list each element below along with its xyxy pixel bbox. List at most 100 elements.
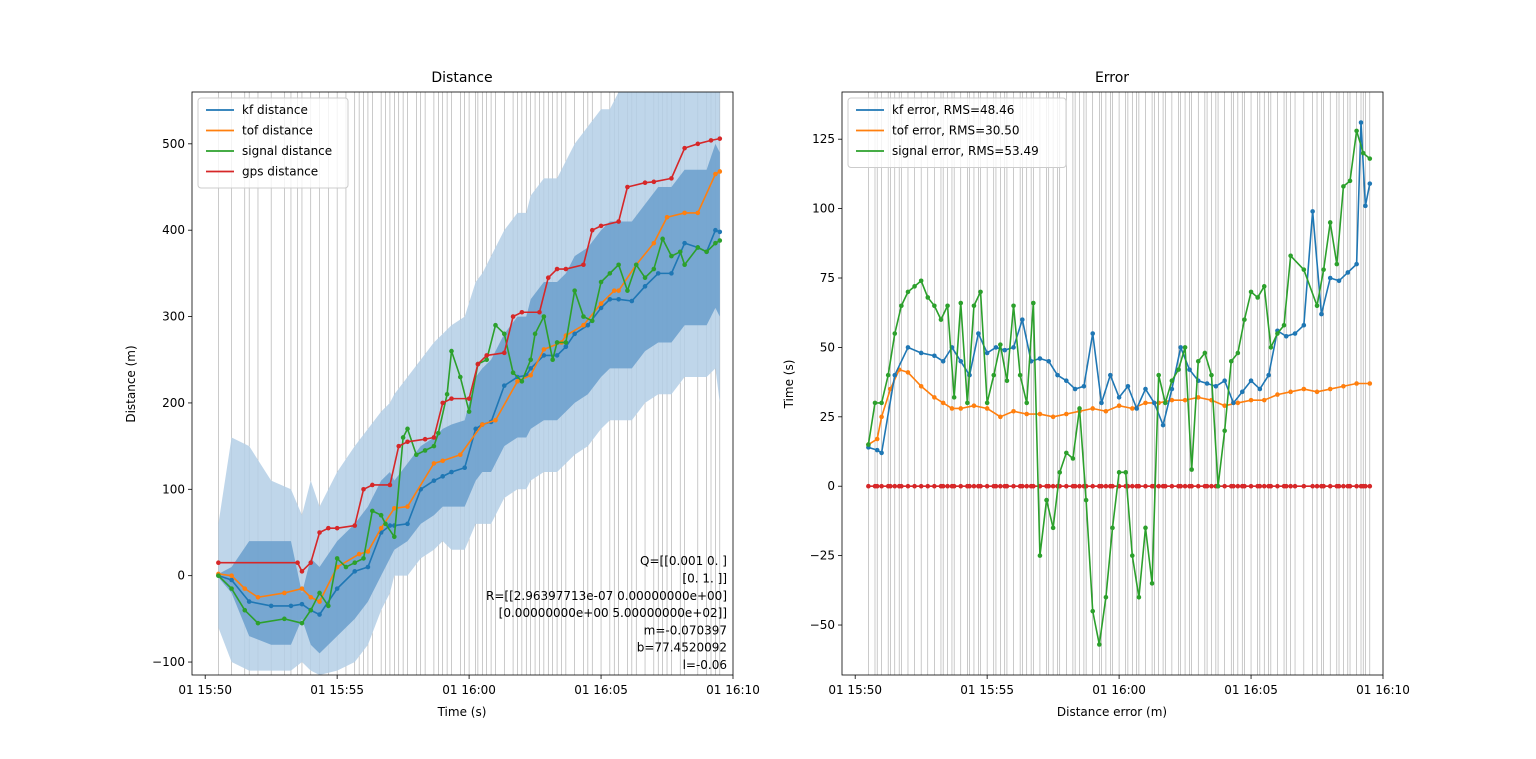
- gps-error-point: [945, 483, 950, 489]
- signal-distance-point: [326, 603, 331, 609]
- kf-error-rms-48-46-point: [1222, 378, 1227, 384]
- y-tick-label: −50: [810, 618, 835, 632]
- kf-error-rms-48-46-point: [1002, 347, 1008, 353]
- gps-distance-point: [475, 361, 481, 367]
- tof-error-rms-30-50-point: [1314, 389, 1320, 395]
- signal-distance-point: [501, 331, 507, 337]
- tof-error-rms-30-50-point: [1327, 386, 1333, 392]
- distance-plot-frame: [191, 91, 734, 676]
- signal-error-rms-53-49-point: [1057, 470, 1063, 475]
- kf-error-rms-48-46-point: [1358, 120, 1364, 125]
- signal-distance-point: [493, 322, 498, 328]
- gps-error-point: [1011, 483, 1016, 489]
- kf-distance-point: [299, 601, 305, 607]
- gps-error-point: [918, 483, 924, 489]
- kf-distance-point: [682, 240, 687, 246]
- gps-distance-point: [352, 523, 358, 528]
- kf-distance-point: [317, 612, 322, 617]
- tof-error-rms-30-50-point: [1182, 397, 1188, 403]
- signal-error-rms-53-49-point: [1156, 372, 1161, 378]
- signal-error-rms-53-49-point: [1044, 497, 1049, 503]
- gps-error-point: [1354, 483, 1359, 489]
- gps-error-point: [1268, 483, 1274, 489]
- tof-distance-point: [405, 504, 410, 509]
- signal-error-rms-53-49-point: [1103, 594, 1109, 600]
- error-y-axis-label: Time (s): [782, 360, 796, 410]
- signal-error-rms-53-49-point: [885, 372, 891, 378]
- tof-distance-point: [317, 599, 322, 604]
- kf-distance-point: [501, 383, 507, 388]
- gps-error-point: [1310, 483, 1315, 489]
- distance-legend: kf distance tof distance signal distance gp…: [197, 97, 349, 189]
- gps-error-point: [1204, 483, 1210, 489]
- kf-distance-point: [462, 465, 467, 471]
- signal-distance-point: [308, 607, 314, 613]
- signal-error-rms-53-49-point: [1136, 594, 1142, 600]
- x-tick-label: 01 15:50: [828, 683, 882, 697]
- signal-distance-point: [704, 249, 709, 255]
- gps-error-point: [925, 483, 931, 489]
- tof-distance-point: [695, 210, 701, 216]
- gps-error-point: [951, 483, 957, 489]
- signal-error-rms-53-49-point: [899, 303, 904, 309]
- kf-error-rms-48-46-point: [1204, 381, 1210, 386]
- signal-error-rms-53-49-point: [1017, 372, 1023, 378]
- kf-error-rms-48-46-point: [1257, 386, 1263, 392]
- signal-error-rms-53-49-point: [905, 289, 911, 295]
- tof-distance-point: [713, 171, 718, 177]
- signal-distance-point: [633, 262, 639, 268]
- signal-distance-point: [572, 288, 577, 293]
- gps-error-point: [866, 483, 871, 489]
- kf-distance-point: [642, 284, 648, 289]
- kf-distance-point: [246, 599, 252, 604]
- kf-error-rms-48-46-point: [1178, 345, 1183, 350]
- signal-distance-point: [598, 279, 604, 285]
- gps-error-point: [1050, 483, 1056, 489]
- gps-distance-point: [682, 145, 687, 151]
- signal-distance-point: [519, 379, 525, 384]
- gps-error-point: [1169, 483, 1175, 489]
- signal-error-rms-53-49-point: [1004, 378, 1010, 384]
- gps-distance-point: [563, 266, 569, 272]
- y-tick-label: 300: [162, 310, 185, 324]
- signal-distance-point: [414, 452, 419, 458]
- signal-distance-point: [405, 426, 410, 432]
- gps-error-point: [905, 483, 911, 489]
- tof-error-rms-30-50-point: [949, 406, 955, 411]
- signal-distance-point: [334, 556, 340, 561]
- signal-error-rms-53-49-point: [951, 395, 957, 400]
- signal-error-rms-53-49-point: [1347, 178, 1353, 184]
- kf-error-rms-48-46-point: [1239, 389, 1245, 395]
- kf-error-rms-48-46-point: [1283, 334, 1289, 339]
- tof-distance-point: [308, 594, 314, 600]
- gps-distance-point: [405, 439, 410, 445]
- signal-distance-point: [589, 318, 595, 324]
- gps-error-point: [1209, 483, 1214, 489]
- gps-error-point: [879, 483, 884, 489]
- signal-error-rms-53-49-point: [945, 303, 950, 309]
- gps-error-point: [1031, 483, 1036, 489]
- gps-distance-point: [317, 530, 322, 535]
- signal-distance-point: [436, 430, 441, 436]
- gps-distance-point: [484, 353, 489, 358]
- tof-error-rms-30-50-point: [1169, 397, 1175, 403]
- signal-error-rms-53-49-point: [1228, 358, 1234, 364]
- gps-distance-point: [370, 482, 375, 488]
- gps-error-point: [1189, 483, 1194, 489]
- gps-error-point: [1182, 483, 1188, 489]
- gps-error-point: [958, 483, 964, 489]
- signal-error-rms-53-49-point: [872, 400, 878, 406]
- kf-error-rms-48-46-point: [958, 358, 964, 364]
- y-tick-label: 50: [820, 340, 835, 354]
- tof-error-rms-30-50-point: [1103, 408, 1109, 414]
- x-tick-label: 01 16:05: [1224, 683, 1278, 697]
- kf-distance-point: [365, 564, 371, 570]
- kf-error-rms-48-46-point: [1292, 331, 1298, 336]
- tof-distance-point: [541, 347, 547, 352]
- gps-error-point: [1136, 483, 1142, 489]
- y-tick-label: 125: [812, 132, 835, 146]
- gps-distance-point: [334, 525, 340, 531]
- gps-distance-point: [295, 560, 300, 566]
- kf-error-rms-48-46-point: [874, 447, 880, 453]
- signal-error-rms-53-49-point: [866, 442, 871, 447]
